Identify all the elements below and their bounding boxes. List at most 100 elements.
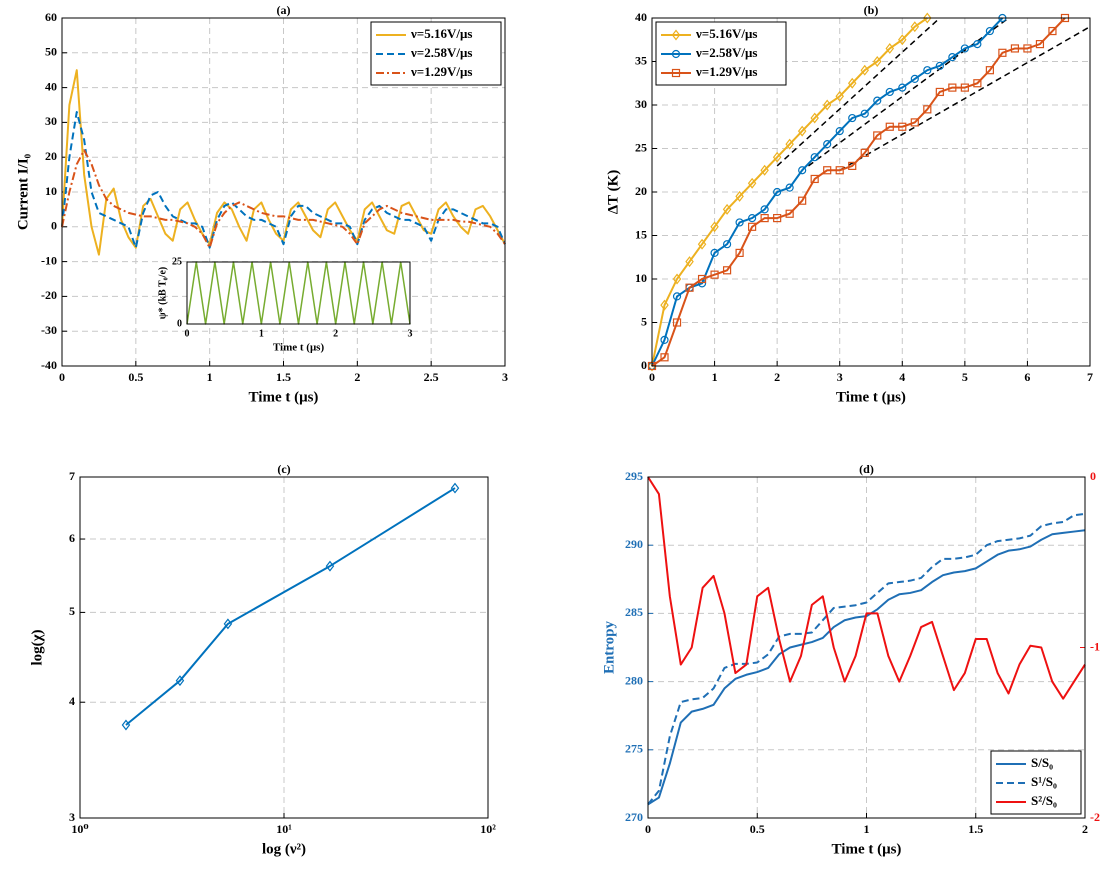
marker bbox=[960, 44, 969, 53]
series-line bbox=[647, 512, 1086, 805]
marker bbox=[325, 560, 335, 572]
x-tick-label: 2 bbox=[333, 328, 338, 339]
marker bbox=[848, 113, 857, 123]
plot-frame bbox=[61, 17, 506, 367]
y-tick-label: 10 bbox=[635, 271, 647, 285]
y-tick-label: 295 bbox=[625, 469, 643, 483]
marker bbox=[935, 61, 944, 70]
y-tick-label: 25 bbox=[635, 140, 647, 154]
x-tick-label: 0.5 bbox=[750, 822, 765, 836]
y-tick-label: 0 bbox=[51, 219, 57, 233]
marker bbox=[860, 109, 869, 118]
marker bbox=[1010, 44, 1020, 53]
marker bbox=[985, 66, 994, 75]
marker bbox=[175, 675, 185, 687]
chart-title: (c) bbox=[277, 462, 290, 476]
x-tick-label: 5 bbox=[962, 370, 968, 384]
legend-marker bbox=[671, 68, 681, 78]
marker bbox=[710, 270, 719, 279]
marker bbox=[710, 248, 719, 257]
marker bbox=[860, 148, 869, 157]
marker bbox=[797, 125, 807, 137]
marker bbox=[773, 214, 782, 223]
y-tick-label: -10 bbox=[41, 253, 57, 267]
marker bbox=[898, 34, 907, 46]
legend-box bbox=[990, 750, 1082, 815]
x-tick-label: 10¹ bbox=[276, 822, 292, 836]
marker bbox=[810, 112, 819, 124]
legend-label: ν=5.16V/μs bbox=[410, 26, 472, 41]
x-axis-label: Time t (μs) bbox=[249, 389, 319, 405]
y-axis-label: Current I/I₀ bbox=[15, 153, 31, 230]
marker bbox=[835, 90, 844, 102]
x-tick-label: 7 bbox=[1087, 370, 1093, 384]
marker bbox=[973, 39, 982, 49]
marker bbox=[898, 122, 907, 131]
marker bbox=[872, 56, 882, 67]
marker bbox=[935, 87, 944, 97]
y-tick-label: -20 bbox=[41, 288, 57, 302]
x-tick-label: 1 bbox=[712, 370, 718, 384]
marker bbox=[760, 205, 769, 214]
x-tick-label: 6 bbox=[1024, 370, 1030, 384]
x-tick-label: 1.5 bbox=[276, 370, 291, 384]
marker bbox=[760, 214, 769, 223]
y-tick-label: 30 bbox=[45, 114, 57, 128]
marker bbox=[735, 190, 744, 202]
marker bbox=[910, 74, 919, 84]
legend-label: ν=5.16V/μs bbox=[695, 26, 757, 41]
marker bbox=[923, 12, 932, 24]
marker bbox=[785, 209, 794, 218]
series-line bbox=[61, 69, 506, 256]
x-tick-label: 1 bbox=[259, 328, 264, 339]
marker bbox=[785, 138, 794, 150]
x-axis-label: Time t (μs) bbox=[273, 342, 325, 354]
y-axis-label: Entropy bbox=[601, 620, 617, 674]
marker bbox=[223, 618, 233, 630]
x-axis-label: Time t (μs) bbox=[832, 841, 902, 857]
marker bbox=[735, 248, 744, 257]
marker bbox=[697, 238, 707, 250]
y-tick-label: 15 bbox=[635, 227, 647, 241]
marker bbox=[810, 153, 819, 162]
marker bbox=[898, 83, 907, 92]
marker bbox=[998, 48, 1007, 57]
y-tick-label: 280 bbox=[625, 673, 643, 687]
marker bbox=[685, 283, 694, 292]
marker bbox=[835, 127, 844, 136]
y2-tick-label: 0 bbox=[1090, 469, 1096, 483]
y2-tick-label: -2 bbox=[1090, 810, 1100, 824]
marker bbox=[773, 187, 782, 197]
x-axis-label: Time t (μs) bbox=[836, 389, 906, 405]
marker bbox=[885, 122, 894, 131]
marker bbox=[722, 203, 732, 215]
plot-frame bbox=[647, 476, 1086, 819]
marker bbox=[660, 335, 669, 344]
marker bbox=[1048, 26, 1057, 36]
y-tick-label: 0 bbox=[177, 318, 182, 329]
marker bbox=[748, 222, 757, 231]
marker bbox=[910, 118, 919, 127]
series-line bbox=[125, 487, 456, 726]
y-tick-label: 20 bbox=[45, 149, 57, 163]
x-tick-label: 2 bbox=[774, 370, 780, 384]
marker bbox=[948, 53, 957, 62]
plot-area bbox=[187, 262, 410, 324]
marker bbox=[873, 131, 882, 140]
y-tick-label: 290 bbox=[625, 537, 643, 551]
marker bbox=[760, 164, 769, 176]
y-tick-label: 275 bbox=[625, 742, 643, 756]
y-tick-label: 7 bbox=[69, 469, 75, 483]
x-tick-label: 3 bbox=[408, 328, 413, 339]
chart-title: (d) bbox=[859, 462, 874, 476]
legend-marker bbox=[671, 49, 681, 59]
marker bbox=[1023, 44, 1032, 53]
marker bbox=[798, 196, 807, 205]
x-tick-label: 3 bbox=[502, 370, 508, 384]
y-tick-label: 60 bbox=[45, 10, 57, 24]
y-tick-label: 270 bbox=[625, 810, 643, 824]
x-tick-label: 1.5 bbox=[968, 822, 983, 836]
marker bbox=[798, 166, 807, 175]
y-tick-label: 35 bbox=[635, 53, 647, 67]
